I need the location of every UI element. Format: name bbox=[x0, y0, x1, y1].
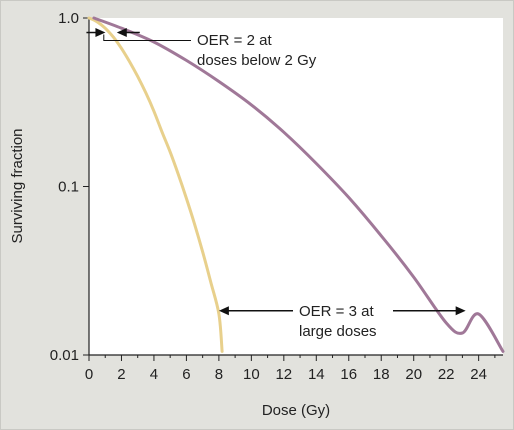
y-axis-title: Surviving fraction bbox=[9, 128, 26, 243]
aerated-curve bbox=[92, 16, 505, 353]
x-tick-label: 6 bbox=[182, 366, 190, 383]
plot-area bbox=[89, 18, 503, 355]
oer2-left-arrowhead bbox=[95, 28, 106, 38]
series-group bbox=[87, 16, 505, 353]
oer3-label-line1: OER = 3 at bbox=[299, 303, 374, 320]
y-tick-label: 0.1 bbox=[58, 179, 79, 196]
x-tick-label: 14 bbox=[308, 366, 325, 383]
annotations-group: OER = 2 at doses below 2 Gy OER = 3 at larg… bbox=[86, 28, 466, 340]
x-tick-label: 8 bbox=[215, 366, 223, 383]
x-tick-label: 16 bbox=[340, 366, 357, 383]
oer3-right-arrowhead bbox=[455, 306, 466, 316]
y-tick-label: 1.0 bbox=[58, 10, 79, 27]
x-tick-label: 0 bbox=[85, 366, 93, 383]
x-axis-title: Dose (Gy) bbox=[262, 402, 330, 419]
x-tick-label: 22 bbox=[438, 366, 455, 383]
oer2-label-line1: OER = 2 at bbox=[197, 32, 272, 49]
y-tick-label: 0.01 bbox=[50, 347, 79, 364]
x-tick-label: 20 bbox=[405, 366, 422, 383]
axes: 0 2 4 6 8 10 12 14 16 18 20 22 240.010.11.0 bbox=[50, 10, 503, 383]
x-tick-label: 10 bbox=[243, 366, 260, 383]
x-tick-label: 24 bbox=[470, 366, 487, 383]
oer3-label-line2: large doses bbox=[299, 323, 377, 340]
oer2-right-arrowhead bbox=[116, 28, 127, 38]
x-tick-label: 12 bbox=[275, 366, 292, 383]
x-tick-label: 4 bbox=[150, 366, 158, 383]
hypoxic-curve bbox=[87, 16, 224, 353]
x-tick-label: 2 bbox=[117, 366, 125, 383]
oer3-left-arrowhead bbox=[218, 306, 229, 316]
oer2-leader-line bbox=[103, 34, 191, 42]
oer2-label-line2: doses below 2 Gy bbox=[197, 52, 317, 69]
x-tick-label: 18 bbox=[373, 366, 390, 383]
